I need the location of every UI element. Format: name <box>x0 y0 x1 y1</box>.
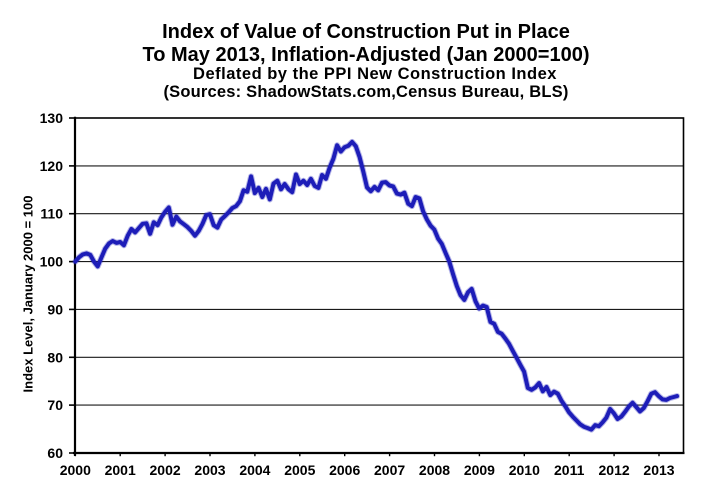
svg-text:2012: 2012 <box>599 462 630 478</box>
svg-text:2003: 2003 <box>194 462 225 478</box>
svg-text:100: 100 <box>40 254 64 270</box>
svg-text:2002: 2002 <box>150 462 181 478</box>
svg-text:2001: 2001 <box>105 462 136 478</box>
svg-text:2013: 2013 <box>643 462 674 478</box>
svg-text:Index Level, January 2000 = 10: Index Level, January 2000 = 100 <box>20 196 35 393</box>
svg-text:2007: 2007 <box>374 462 405 478</box>
svg-text:60: 60 <box>47 445 63 461</box>
svg-text:2005: 2005 <box>284 462 315 478</box>
svg-text:120: 120 <box>40 158 64 174</box>
svg-text:80: 80 <box>47 349 63 365</box>
svg-text:90: 90 <box>47 301 63 317</box>
svg-text:70: 70 <box>47 397 63 413</box>
svg-text:2006: 2006 <box>329 462 360 478</box>
svg-text:2000: 2000 <box>60 462 91 478</box>
svg-text:2009: 2009 <box>464 462 495 478</box>
svg-text:2010: 2010 <box>509 462 540 478</box>
svg-text:2004: 2004 <box>239 462 270 478</box>
svg-text:110: 110 <box>40 206 63 222</box>
svg-text:2011: 2011 <box>554 462 585 478</box>
svg-text:2008: 2008 <box>419 462 450 478</box>
svg-text:130: 130 <box>40 110 64 126</box>
